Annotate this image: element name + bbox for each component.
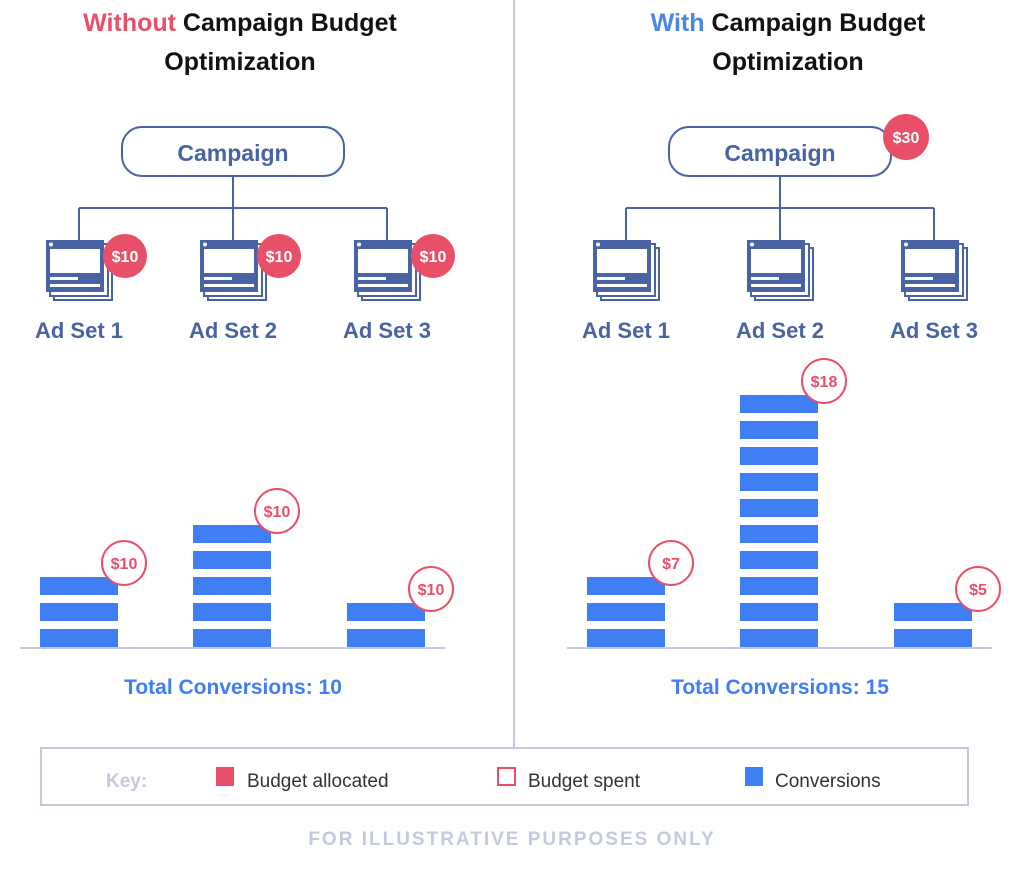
budget-spent-value: $10: [111, 556, 138, 573]
budget-spent-badge: [254, 488, 300, 534]
legend-budget-spent: Budget spent: [528, 771, 641, 792]
ad-set-label: Ad Set 2: [189, 318, 277, 343]
conversion-block: [40, 603, 118, 621]
conversion-block: [587, 603, 665, 621]
campaign-budget-badge: [883, 114, 929, 160]
campaign-label: Campaign: [177, 140, 288, 166]
conversion-block: [347, 603, 425, 621]
conversion-block: [740, 629, 818, 647]
conversion-block: [740, 395, 818, 413]
budget-spent-badge: [408, 566, 454, 612]
legend-conversions: Conversions: [775, 771, 881, 792]
legend-swatch-budget-allocated: [216, 767, 234, 786]
conversion-block: [587, 629, 665, 647]
conversion-block: [193, 603, 271, 621]
ad-set-label: Ad Set 1: [582, 318, 670, 343]
conversion-block: [740, 577, 818, 595]
conversion-block: [740, 603, 818, 621]
panel-title-left-line2: Optimization: [164, 48, 315, 76]
legend-budget-allocated: Budget allocated: [247, 771, 389, 792]
budget-spent-value: $10: [264, 504, 291, 521]
ad-set-label: Ad Set 1: [35, 318, 123, 343]
footer-disclaimer: FOR ILLUSTRATIVE PURPOSES ONLY: [308, 829, 715, 850]
budget-allocated-value: $10: [112, 249, 139, 266]
budget-spent-badge: [801, 358, 847, 404]
conversion-block: [740, 473, 818, 491]
ad-set-label: Ad Set 2: [736, 318, 824, 343]
ad-set-icon: [593, 240, 660, 301]
legend-key-label: Key:: [106, 771, 147, 792]
conversion-block: [740, 525, 818, 543]
budget-allocated-badge: [411, 234, 455, 278]
conversion-block: [894, 629, 972, 647]
conversion-block: [347, 629, 425, 647]
conversion-block: [193, 525, 271, 543]
campaign-budget-value: $30: [893, 130, 920, 147]
budget-spent-value: $18: [811, 374, 838, 391]
conversion-block: [740, 421, 818, 439]
ad-set-icon: [46, 240, 113, 301]
budget-allocated-badge: [103, 234, 147, 278]
budget-allocated-value: $10: [266, 249, 293, 266]
conversion-block: [740, 551, 818, 569]
conversion-block: [193, 551, 271, 569]
panel-title-right: With Campaign Budget: [651, 9, 926, 37]
panel-without-cbo: Campaign $10 Ad Set 1 $10 $10 Ad Set 2 $10 $10 A…: [20, 126, 455, 699]
budget-allocated-badge: [257, 234, 301, 278]
budget-spent-badge: [101, 540, 147, 586]
legend-swatch-budget-spent: [497, 767, 516, 786]
ad-set-icon: [747, 240, 814, 301]
conversion-block: [40, 629, 118, 647]
panel-title-right-line2: Optimization: [712, 48, 863, 76]
conversion-block: [193, 629, 271, 647]
ad-set-icon: [200, 240, 267, 301]
conversion-block: [193, 577, 271, 595]
campaign-label: Campaign: [724, 140, 835, 166]
ad-set-icon: [354, 240, 421, 301]
panel-title-left: Without Campaign Budget: [83, 9, 397, 37]
conversion-block: [587, 577, 665, 595]
ad-set-label: Ad Set 3: [343, 318, 431, 343]
conversion-block: [894, 603, 972, 621]
total-conversions: Total Conversions: 15: [671, 676, 889, 699]
budget-spent-value: $10: [418, 582, 445, 599]
budget-spent-value: $7: [662, 556, 680, 573]
budget-allocated-value: $10: [420, 249, 447, 266]
ad-set-icon: [901, 240, 968, 301]
conversion-block: [740, 447, 818, 465]
panel-with-cbo: Campaign $30 Ad Set 1 $7 Ad Set 2 $18 Ad Set 3…: [567, 114, 1001, 699]
budget-spent-value: $5: [969, 582, 987, 599]
ad-set-label: Ad Set 3: [890, 318, 978, 343]
legend-swatch-conversions: [745, 767, 763, 786]
conversion-block: [740, 499, 818, 517]
budget-spent-badge: [648, 540, 694, 586]
total-conversions: Total Conversions: 10: [124, 676, 342, 699]
budget-spent-badge: [955, 566, 1001, 612]
conversion-block: [40, 577, 118, 595]
